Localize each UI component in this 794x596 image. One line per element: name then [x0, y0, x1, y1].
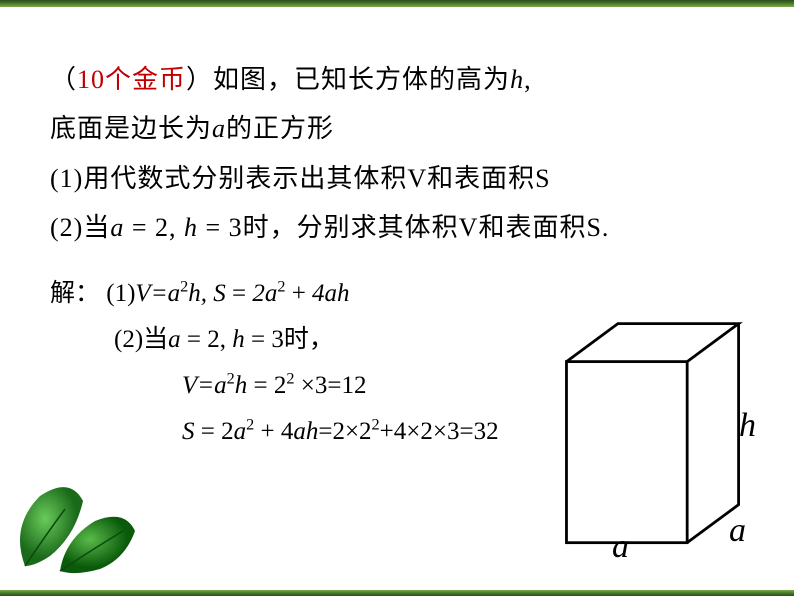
- leaf-decoration: [5, 471, 145, 581]
- label-h: h: [739, 407, 756, 445]
- s3-formula: V=a2h = 22 ×3=12: [182, 372, 366, 399]
- top-decorative-border: [0, 0, 794, 7]
- question-1: (1)用代数式分别表示出其体积V和表面积S: [50, 154, 744, 203]
- q2-prefix: (2)当: [50, 213, 110, 242]
- line1-end: ,: [524, 65, 532, 94]
- line2-end: 的正方形: [226, 114, 334, 143]
- var-a: a: [212, 114, 226, 143]
- label-a-front: a: [612, 528, 629, 566]
- s2-prefix: (2): [114, 326, 143, 353]
- s1-prefix: (1): [106, 280, 135, 307]
- solution-label: 解：: [50, 280, 100, 307]
- paren-open: （: [50, 65, 77, 94]
- q2-equation: a = 2, h = 3: [110, 213, 242, 242]
- s2-cond: 当a = 2, h = 3时，: [143, 326, 334, 353]
- solution-line-1: 解： (1)V=a2h, S = 2a2 + 4ah: [50, 271, 744, 317]
- bottom-decorative-border: [0, 590, 794, 596]
- s4-formula: S = 2a2 + 4ah=2×22+4×2×3=32: [182, 418, 499, 445]
- question-2: (2)当a = 2, h = 3时，分别求其体积V和表面积S.: [50, 203, 744, 252]
- cuboid-diagram: h a a: [562, 319, 752, 554]
- q2-suffix: 时，分别求其体积V和表面积S.: [243, 213, 610, 242]
- line1-text: 如图，已知长方体的高为: [213, 65, 510, 94]
- problem-line-2: 底面是边长为a的正方形: [50, 104, 744, 153]
- coins-text: 10个金币: [77, 65, 186, 94]
- s1-formula: V=a2h, S = 2a2 + 4ah: [135, 280, 349, 307]
- var-h: h: [510, 65, 524, 94]
- line2-prefix: 底面是边长为: [50, 114, 212, 143]
- problem-line-1: （10个金币）如图，已知长方体的高为h,: [50, 55, 744, 104]
- paren-close: ）: [186, 65, 213, 94]
- label-a-side: a: [729, 512, 746, 550]
